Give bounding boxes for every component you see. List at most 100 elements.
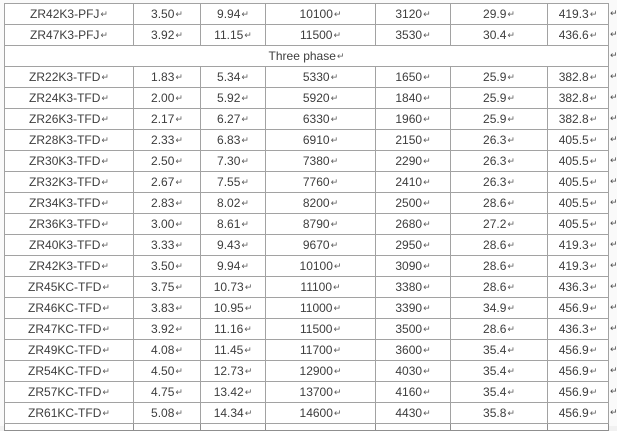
table-row: ZR42K3-PFJ↵ 3.50↵ 9.94↵ 10100↵ 3120↵ 29.9↵ 419… (4, 3, 609, 25)
paragraph-mark-icon: ↵ (333, 387, 342, 397)
value-label: 12.73 (213, 364, 244, 378)
paragraph-mark-icon: ↵ (244, 30, 252, 40)
table-row: ZR46KC-TFD↵ 3.83↵ 10.95↵ 11000↵ 3390↵ 34.9↵ 45… (4, 297, 609, 319)
paragraph-mark-icon: ↵ (423, 114, 431, 124)
paragraph-mark-icon: ↵ (241, 93, 249, 103)
paragraph-mark-icon: ↵ (244, 366, 253, 376)
value-label: 3390 (395, 301, 423, 315)
paragraph-mark-icon: ↵ (244, 303, 253, 313)
paragraph-mark-icon: ↵ (101, 219, 109, 229)
value-cell: 35.4↵ (450, 360, 548, 382)
paragraph-mark-icon: ↵ (589, 324, 598, 334)
paragraph-mark-icon: ↵ (423, 282, 431, 292)
value-cell: 3.83↵ (133, 297, 201, 319)
section-header-label: Three phase (268, 49, 336, 63)
value-label: 3.50 (151, 259, 175, 273)
value-cell: 25.9↵ (450, 66, 548, 88)
value-label: 10100 (299, 259, 333, 273)
paragraph-mark-icon: ↵ (101, 135, 109, 145)
model-cell: ZR54KC-TFD↵ (4, 360, 134, 382)
value-label: 10.95 (213, 301, 244, 315)
value-cell: 405.5↵ (547, 150, 609, 172)
value-label: 1840 (395, 91, 423, 105)
value-cell: 436.6↵ (547, 24, 609, 46)
value-cell: 4.50↵ (133, 360, 201, 382)
value-cell: 28.6↵ (450, 234, 548, 256)
paragraph-mark-icon: ↵ (423, 345, 431, 355)
value-cell: 5.34↵ (200, 66, 266, 88)
value-label: 3.83 (151, 301, 175, 315)
paragraph-mark-icon: ↵ (102, 282, 110, 292)
model-cell: ZR30K3-TFD↵ (4, 150, 134, 172)
value-cell: 9.94↵ (200, 3, 266, 25)
paragraph-mark-icon: ↵ (589, 72, 598, 82)
value-label: 11000 (299, 301, 333, 315)
paragraph-mark-icon: ↵ (589, 177, 598, 187)
value-label: 4160 (395, 385, 423, 399)
paragraph-mark-icon: ↵ (423, 324, 431, 334)
value-label: 12900 (299, 364, 333, 378)
value-cell: 7.30↵ (200, 150, 266, 172)
value-cell: 7380↵ (265, 150, 376, 172)
value-cell: 29.9↵ (450, 3, 548, 25)
value-label: 35.4 (483, 343, 507, 357)
table-row: ZR61KC-TFD↵ 5.08↵ 14.34↵ 14600↵ 4430↵ 35.8↵ 45… (4, 402, 609, 424)
table-row: ZR36K3-TFD↵ 3.00↵ 8.61↵ 8790↵ 2680↵ 27.2↵ 405.… (4, 213, 609, 235)
paragraph-mark-icon: ↵ (101, 156, 109, 166)
value-label: 7380 (302, 154, 330, 168)
value-cell: 30.4↵ (450, 24, 548, 46)
row-end-mark-icon: ↵ (610, 281, 617, 291)
paragraph-mark-icon: ↵ (244, 345, 252, 355)
value-label: 28.6 (483, 322, 507, 336)
value-label: 26.3 (483, 154, 507, 168)
value-cell: 436.3↵ (547, 276, 609, 298)
value-label: 5330 (302, 70, 330, 84)
value-label: 8200 (302, 196, 330, 210)
value-label: 405.5 (558, 217, 589, 231)
value-label: 405.5 (558, 154, 589, 168)
paragraph-mark-icon: ↵ (589, 240, 598, 250)
partial-cell (133, 423, 201, 431)
value-label: 7.30 (217, 154, 241, 168)
paragraph-mark-icon: ↵ (507, 240, 515, 250)
paragraph-mark-icon: ↵ (241, 177, 249, 187)
value-cell: 9670↵ (265, 234, 376, 256)
value-cell: 12.73↵ (200, 360, 266, 382)
table-row: ZR45KC-TFD↵ 3.75↵ 10.73↵ 11100↵ 3380↵ 28.6↵ 43… (4, 276, 609, 298)
model-label: ZR22K3-TFD (29, 70, 101, 84)
paragraph-mark-icon: ↵ (330, 114, 339, 124)
value-cell: 4160↵ (375, 381, 451, 403)
value-cell: 11500↵ (265, 318, 376, 340)
value-label: 3120 (395, 7, 423, 21)
value-cell: 1.83↵ (133, 66, 201, 88)
value-label: 382.8 (558, 91, 589, 105)
model-label: ZR42K3-TFD (29, 259, 101, 273)
paragraph-mark-icon: ↵ (100, 30, 108, 40)
row-end-mark-icon: ↵ (610, 260, 617, 270)
value-cell: 2150↵ (375, 129, 451, 151)
value-cell: 14.34↵ (200, 402, 266, 424)
value-cell: 35.8↵ (450, 402, 548, 424)
value-cell: 2.33↵ (133, 129, 201, 151)
value-cell: 13.42↵ (200, 381, 266, 403)
value-cell: 11.15↵ (200, 24, 266, 46)
paragraph-mark-icon: ↵ (175, 156, 183, 166)
value-label: 14.34 (213, 406, 244, 420)
paragraph-mark-icon: ↵ (175, 114, 183, 124)
row-end-mark-icon: ↵ (610, 407, 617, 417)
paragraph-mark-icon: ↵ (241, 198, 249, 208)
paragraph-mark-icon: ↵ (423, 240, 431, 250)
paragraph-mark-icon: ↵ (336, 51, 345, 61)
value-label: 1650 (395, 70, 423, 84)
value-cell: 419.3↵ (547, 3, 609, 25)
model-label: ZR47K3-PFJ (30, 28, 100, 42)
paragraph-mark-icon: ↵ (102, 345, 110, 355)
table-row: ZR47KC-TFD↵ 3.92↵ 11.16↵ 11500↵ 3500↵ 28.6↵ 43… (4, 318, 609, 340)
paragraph-mark-icon: ↵ (244, 324, 252, 334)
value-cell: 3.00↵ (133, 213, 201, 235)
paragraph-mark-icon: ↵ (507, 387, 515, 397)
value-label: 13.42 (213, 385, 244, 399)
model-cell: ZR45KC-TFD↵ (4, 276, 134, 298)
value-cell: 14600↵ (265, 402, 376, 424)
value-cell: 456.9↵ (547, 360, 609, 382)
